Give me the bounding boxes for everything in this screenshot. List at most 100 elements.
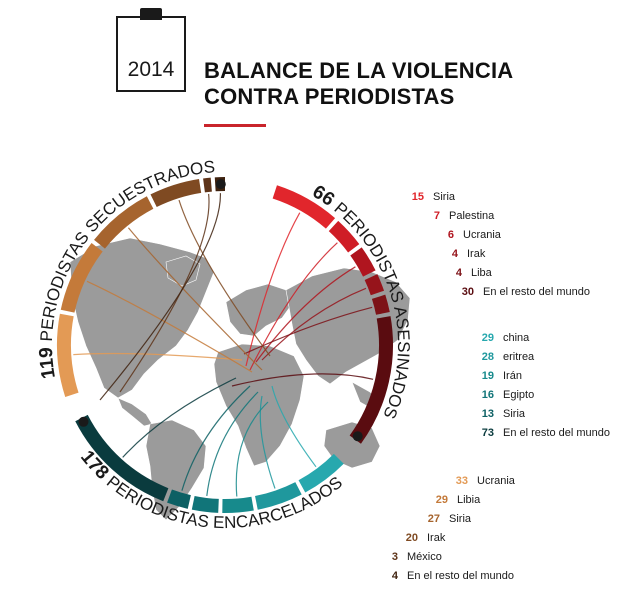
group-separator-dot [352,431,363,442]
legend-label: Egipto [503,389,535,401]
legend-value: 29 [481,332,494,344]
arc-segment-encarcelados-4 [167,489,191,509]
legend-label: Siria [503,408,526,420]
legend-value: 29 [435,494,448,506]
legend-row: 16 Egipto [470,386,610,405]
legend-row: 28 eritrea [470,348,610,367]
legend-row: 29 Libia [374,491,515,510]
legend-value: 16 [481,389,494,401]
arc-segment-asesinados-0 [272,185,336,229]
arc-segment-secuestrados-3 [150,178,202,208]
legend-row: 20 Irak [374,529,515,548]
legend-label: Liba [471,267,492,279]
ribbon-asesinados-4 [243,306,373,355]
greenland-shape [165,255,201,287]
arc-segment-encarcelados-5 [75,414,169,502]
legend-value: 13 [481,408,494,420]
ribbon-encarcelados-1 [259,395,276,489]
legend-label: En el resto del mundo [407,570,515,582]
legend-row: 13 Siria [470,405,610,424]
legend-secuestrados: 33 Ucrania 29 Libia 27 Siria 20 Irak 3 México 4 En … [374,472,515,586]
ribbon-asesinados-3 [261,287,367,361]
ribbon-encarcelados-2 [235,401,269,497]
arc-segment-secuestrados-1 [60,243,103,313]
legend-row: 15 Siria [400,188,590,207]
legend-row: 7 Palestina [400,207,590,226]
arc-segment-encarcelados-2 [222,496,254,514]
ribbon-encarcelados-5 [122,377,237,458]
arc-segment-encarcelados-0 [298,453,344,493]
legend-value: 20 [405,532,418,544]
legend-label: eritrea [503,351,535,363]
arc-segment-secuestrados-4 [203,177,212,193]
arc-segment-secuestrados-0 [56,313,79,397]
legend-row: 33 Ucrania [374,472,515,491]
legend-row: 19 Irán [470,367,610,386]
legend-value: 3 [391,551,398,563]
legend-row: 4 Irak [400,245,590,264]
legend-asesinados: 15 Siria 7 Palestina 6 Ucrania 4 Irak 4 Liba 30 En … [400,188,590,302]
calendar-clip [140,8,162,20]
legend-encarcelados: 29 china 28 eritrea 19 Irán 16 Egipto 13 Siria 73 E… [470,329,610,443]
legend-label: Ucrania [463,229,501,241]
legend-label: Palestina [449,210,495,222]
legend-label: Irak [467,248,486,260]
legend-row: 27 Siria [374,510,515,529]
legend-label: Irán [503,370,522,382]
legend-value: 27 [427,513,440,525]
group-separator-dot [215,179,226,190]
chord-ribbons [73,193,374,497]
legend-label: México [407,551,442,563]
title-underline [204,124,266,127]
title-line-1: BALANCE DE LA VIOLENCIA [204,58,514,83]
group-separator-dot [78,416,89,427]
legend-value: 7 [433,210,440,222]
arc-total-secuestrados: 119 [36,342,60,380]
ribbon-secuestrados-4 [119,193,210,393]
legend-row: 73 En el resto del mundo [470,424,610,443]
group-separators [78,179,363,442]
arc-segment-asesinados-3 [364,274,385,296]
header: 2014 BALANCE DE LA VIOLENCIA CONTRA PERI… [0,0,630,140]
chord-arcs [56,177,393,514]
legend-label: Irak [427,532,446,544]
legend-label: Siria [433,191,456,203]
legend-row: 30 En el resto del mundo [400,283,590,302]
legend-value: 19 [481,370,494,382]
legend-row: 4 En el resto del mundo [374,567,515,586]
legend-row: 29 china [470,329,610,348]
calendar-icon: 2014 [116,8,186,92]
ribbon-secuestrados-2 [127,227,263,371]
ribbon-secuestrados-5 [99,193,222,401]
legend-label: china [503,332,530,344]
year-label: 2014 [127,58,175,81]
legend-value: 30 [461,286,474,298]
ribbon-asesinados-2 [255,266,356,363]
legend-value: 6 [447,229,454,241]
arc-segment-asesinados-5 [349,316,393,444]
legend-row: 4 Liba [400,264,590,283]
legend-value: 4 [451,248,458,260]
legend-label: Libia [457,494,481,506]
ribbon-asesinados-1 [249,242,338,371]
legend-value: 28 [481,351,494,363]
legend-label: Siria [449,513,472,525]
legend-value: 4 [455,267,462,279]
ribbon-asesinados-5 [231,373,374,387]
africa-shape [213,343,305,467]
legend-label: En el resto del mundo [483,286,591,298]
arc-segment-asesinados-4 [371,294,390,315]
ribbon-asesinados-0 [245,212,301,367]
legend-label: Ucrania [477,475,515,487]
arc-segment-encarcelados-1 [254,482,302,510]
legend-row: 3 México [374,548,515,567]
legend-row: 6 Ucrania [400,226,590,245]
central-america-shape [117,397,153,427]
arc-segment-encarcelados-3 [191,495,219,513]
legend-value: 4 [391,570,398,582]
title-line-2: CONTRA PERIODISTAS [204,84,455,109]
legend-value: 15 [411,191,424,203]
legend-value: 33 [455,475,468,487]
europe-shape [225,283,293,337]
